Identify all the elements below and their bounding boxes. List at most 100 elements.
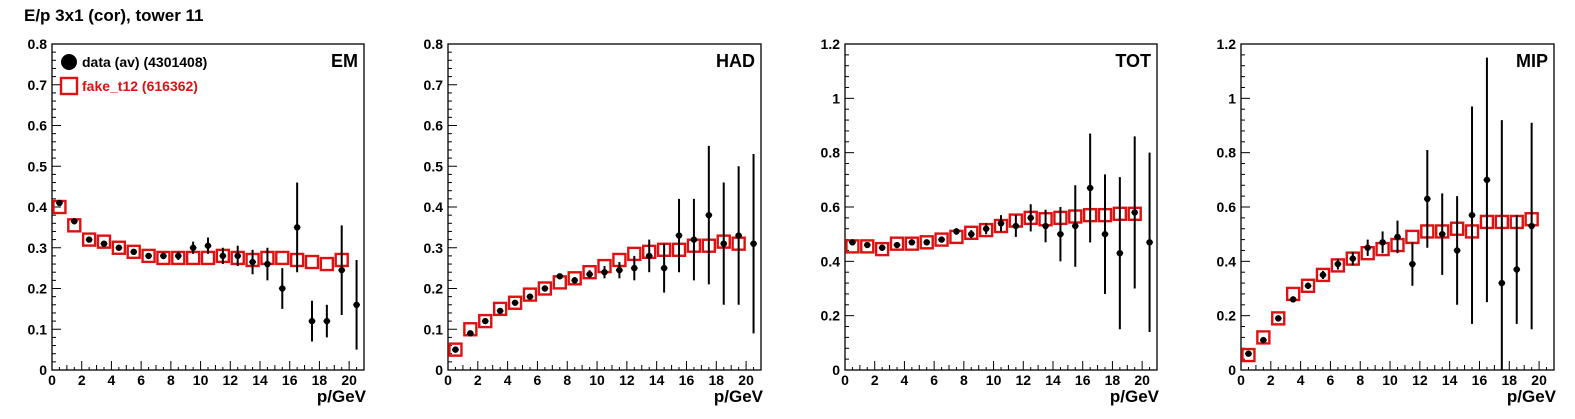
data-marker (323, 317, 331, 325)
data-marker (234, 252, 241, 260)
y-tick-label: 0.4 (424, 199, 444, 215)
fake-marker (522, 287, 538, 302)
data-marker (1245, 350, 1252, 357)
fake-marker (537, 281, 553, 296)
data-marker (204, 242, 212, 249)
data-marker (189, 244, 197, 251)
x-axis-label: p/GeV (1507, 387, 1557, 406)
fake-marker (874, 241, 890, 257)
data-marker (1072, 222, 1079, 230)
y-tick-label: 0.5 (28, 158, 48, 174)
x-tick-label: 20 (341, 372, 357, 388)
data-marker (1057, 230, 1064, 238)
data-marker (660, 264, 668, 272)
fake-marker (1271, 311, 1286, 326)
x-tick-label: 12 (1412, 372, 1428, 388)
x-tick-label: 10 (589, 372, 605, 388)
x-tick-label: 4 (504, 372, 512, 388)
x-tick-label: 16 (1472, 372, 1488, 388)
data-marker (496, 307, 504, 315)
y-tick-label: 1.2 (821, 36, 841, 52)
data-marker (145, 252, 152, 260)
data-marker (1304, 282, 1312, 289)
x-axis-label: p/GeV (714, 387, 764, 406)
fake-marker (964, 225, 979, 241)
data-marker (1116, 249, 1124, 257)
y-tick-label: 0.8 (1217, 145, 1237, 161)
x-tick-label: 14 (649, 372, 665, 388)
data-marker (56, 199, 63, 207)
x-tick-label: 8 (1356, 372, 1364, 388)
y-tick-label: 0 (435, 362, 443, 378)
data-marker (675, 232, 683, 239)
data-marker (646, 252, 653, 260)
y-tick-label: 1 (1228, 90, 1236, 106)
panel-label: TOT (1115, 51, 1151, 71)
data-marker (1394, 233, 1401, 241)
data-marker (249, 258, 256, 266)
x-tick-label: 10 (986, 372, 1002, 388)
fake-marker (919, 235, 934, 250)
data-marker (526, 293, 534, 300)
y-tick-label: 0.3 (28, 240, 48, 256)
data-marker (1086, 184, 1094, 192)
fake-marker (889, 236, 905, 251)
x-tick-label: 16 (679, 372, 695, 388)
data-marker (541, 285, 549, 292)
y-tick-label: 0.8 (424, 36, 444, 52)
x-tick-label: 2 (871, 372, 879, 388)
data-marker (482, 317, 489, 325)
x-tick-label: 4 (1297, 372, 1305, 388)
x-tick-label: 0 (1237, 372, 1245, 388)
y-tick-label: 1 (832, 90, 840, 106)
x-tick-label: 4 (108, 372, 116, 388)
y-tick-label: 0.8 (821, 145, 841, 161)
figure-title: E/p 3x1 (cor), tower 11 (24, 6, 204, 25)
data-marker (1379, 239, 1386, 246)
data-marker (938, 236, 945, 243)
data-marker (1424, 195, 1431, 203)
data-marker (556, 273, 563, 280)
panel-tot: 0 2 4 6 8 10 12 14 16 18 20 0 0.2 0.4 0.6 0.8 1 1.2 p/GeV T… (821, 36, 1160, 406)
x-tick-label: 2 (78, 372, 86, 388)
data-marker (71, 218, 78, 225)
data-marker (1349, 255, 1356, 262)
data-marker (982, 225, 990, 232)
data-marker (1101, 230, 1109, 238)
x-tick-label: 20 (1531, 372, 1547, 388)
x-tick-label: 18 (1105, 372, 1121, 388)
y-tick-label: 0.2 (1217, 308, 1237, 324)
x-tick-label: 6 (1327, 372, 1335, 388)
data-marker (1260, 336, 1267, 344)
data-marker (115, 244, 123, 251)
x-tick-label: 2 (1267, 372, 1275, 388)
data-marker (1364, 244, 1371, 251)
x-tick-label: 20 (1134, 372, 1150, 388)
y-tick-label: 0.7 (424, 77, 444, 93)
panel-em: 0 2 4 6 8 10 12 14 16 18 20 0 0.1 0.2 0.3 0.4 0.5 0.6 0.7 0… (28, 36, 367, 406)
fake-marker (126, 244, 141, 260)
fake-marker (111, 240, 127, 255)
data-marker (908, 239, 916, 246)
y-tick-label: 0.2 (28, 281, 48, 297)
fake-marker (567, 271, 582, 286)
y-tick-label: 0.2 (424, 281, 444, 297)
x-tick-label: 10 (1382, 372, 1398, 388)
data-marker (1146, 239, 1153, 246)
data-marker (338, 266, 345, 274)
x-tick-label: 12 (222, 372, 238, 388)
data-marker (1468, 211, 1476, 219)
data-marker (864, 241, 871, 249)
fake-marker (448, 342, 463, 357)
fake-marker (478, 313, 493, 329)
y-tick-label: 0.1 (424, 321, 444, 337)
data-marker (571, 277, 578, 284)
x-axis-label: p/GeV (1110, 387, 1160, 406)
x-tick-label: 16 (1075, 372, 1091, 388)
x-tick-label: 6 (534, 372, 542, 388)
x-tick-label: 20 (738, 372, 754, 388)
y-tick-label: 0.6 (1217, 199, 1237, 215)
y-tick-label: 0.1 (28, 321, 48, 337)
panel-label: MIP (1516, 51, 1548, 71)
data-marker (1453, 247, 1461, 254)
